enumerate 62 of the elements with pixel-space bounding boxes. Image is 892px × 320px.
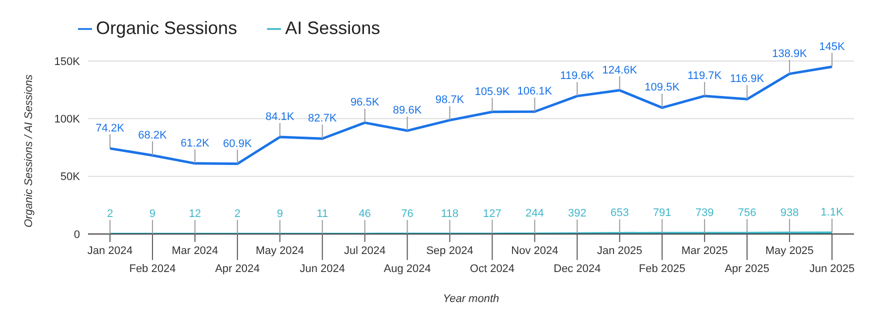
data-label: 68.2K	[138, 129, 168, 142]
data-label: 119.6K	[560, 70, 595, 82]
x-tick-label: Jan 2024	[87, 245, 133, 257]
x-tick-label: Apr 2024	[215, 263, 260, 275]
x-tick-label: Feb 2025	[638, 263, 686, 275]
data-label: 145K	[819, 40, 846, 53]
x-tick-label: May 2025	[765, 245, 814, 257]
data-label: 127	[483, 208, 502, 220]
data-label: 98.7K	[435, 94, 465, 106]
y-tick-label: 50K	[60, 171, 81, 184]
data-label: 116.9K	[730, 73, 765, 86]
legend-label: Organic Sessions	[96, 18, 238, 38]
data-label: 82.7K	[308, 112, 338, 125]
data-label: 653	[610, 207, 629, 220]
x-tick-label: Nov 2024	[511, 245, 558, 257]
x-tick-label: Jun 2025	[809, 263, 855, 275]
x-tick-label: Jul 2024	[344, 245, 386, 257]
data-label: 84.1K	[266, 111, 295, 124]
data-label: 76	[401, 208, 414, 220]
data-label: 60.9K	[223, 138, 252, 150]
x-tick-label: Mar 2024	[172, 245, 218, 257]
data-label: 46	[358, 208, 371, 220]
data-label: 938	[780, 206, 799, 219]
x-tick-label: May 2024	[256, 245, 304, 257]
y-tick-label: 150K	[54, 56, 81, 68]
data-label: 96.5K	[350, 96, 380, 109]
x-tick-label: Mar 2025	[681, 245, 728, 257]
data-label: 9	[276, 208, 283, 220]
data-label: 244	[526, 208, 544, 220]
x-axis-title: Year month	[442, 293, 500, 305]
data-label: 756	[738, 207, 756, 220]
data-label: 118	[440, 208, 459, 220]
y-tick-label: 100K	[54, 114, 81, 126]
data-label: 105.9K	[474, 86, 510, 98]
data-label: 61.2K	[180, 137, 210, 150]
x-tick-label: Sep 2024	[426, 245, 474, 257]
x-tick-label: Dec 2024	[554, 263, 601, 275]
x-tick-label: Oct 2024	[470, 263, 515, 275]
data-label: 74.2K	[96, 122, 126, 134]
data-label: 739	[695, 207, 714, 220]
data-label: 392	[568, 208, 586, 220]
legend-label: AI Sessions	[285, 18, 380, 38]
data-label: 11	[316, 208, 328, 220]
data-label: 106.1K	[517, 86, 553, 98]
data-label: 89.6K	[392, 104, 422, 117]
data-label: 2	[106, 208, 114, 220]
data-label: 1.1K	[820, 206, 844, 219]
data-label: 9	[149, 208, 156, 220]
data-label: 138.9K	[772, 48, 808, 60]
x-tick-label: Jan 2025	[597, 245, 642, 257]
data-label: 2	[234, 208, 240, 220]
x-tick-label: Feb 2024	[129, 263, 176, 275]
data-label: 119.7K	[688, 70, 722, 82]
data-label: 12	[188, 208, 202, 220]
data-label: 124.6K	[602, 64, 638, 76]
data-label: 109.5K	[644, 82, 680, 94]
x-tick-label: Aug 2024	[384, 263, 431, 275]
y-tick-label: 0	[74, 228, 80, 241]
x-tick-label: Apr 2025	[724, 263, 770, 275]
x-tick-label: Jun 2024	[300, 263, 345, 275]
data-label: 791	[652, 207, 672, 220]
y-axis-title: Organic Sessions / AI Sessions	[22, 74, 35, 228]
